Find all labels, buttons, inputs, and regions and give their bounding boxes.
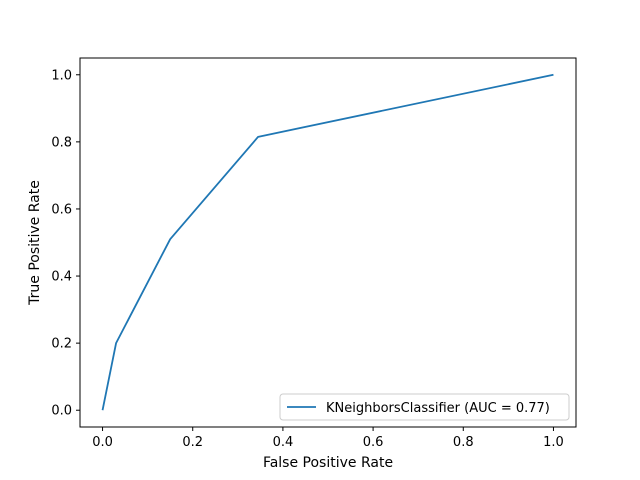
x-tick-label: 0.6	[363, 435, 384, 450]
roc-curve-line	[101, 73, 554, 411]
y-tick-label: 0.0	[51, 404, 72, 419]
y-tick-label: 0.2	[51, 337, 72, 352]
legend-box	[279, 393, 570, 421]
y-axis-label: True Positive Rate	[27, 180, 43, 306]
plot-area-frame	[79, 57, 577, 428]
y-tick-label: 1.0	[51, 68, 72, 83]
x-tick-label: 0.0	[92, 435, 113, 450]
y-axis-ticks: 0.0 0.2 0.4 0.6 0.8 1.0	[51, 68, 80, 419]
y-tick-label: 0.4	[51, 270, 72, 285]
x-tick-label: 0.8	[453, 435, 474, 450]
x-axis-ticks: 0.0 0.2 0.4 0.6 0.8 1.0	[92, 427, 564, 450]
legend-label: KNeighborsClassifier (AUC = 0.77)	[326, 401, 550, 416]
x-tick-label: 1.0	[543, 435, 564, 450]
x-axis-label: False Positive Rate	[263, 455, 393, 471]
x-tick-label: 0.4	[273, 435, 294, 450]
legend: KNeighborsClassifier (AUC = 0.77)	[279, 393, 570, 421]
y-tick-label: 0.8	[51, 135, 72, 150]
y-tick-label: 0.6	[51, 202, 72, 217]
series-layer	[101, 73, 554, 411]
x-tick-label: 0.2	[182, 435, 203, 450]
